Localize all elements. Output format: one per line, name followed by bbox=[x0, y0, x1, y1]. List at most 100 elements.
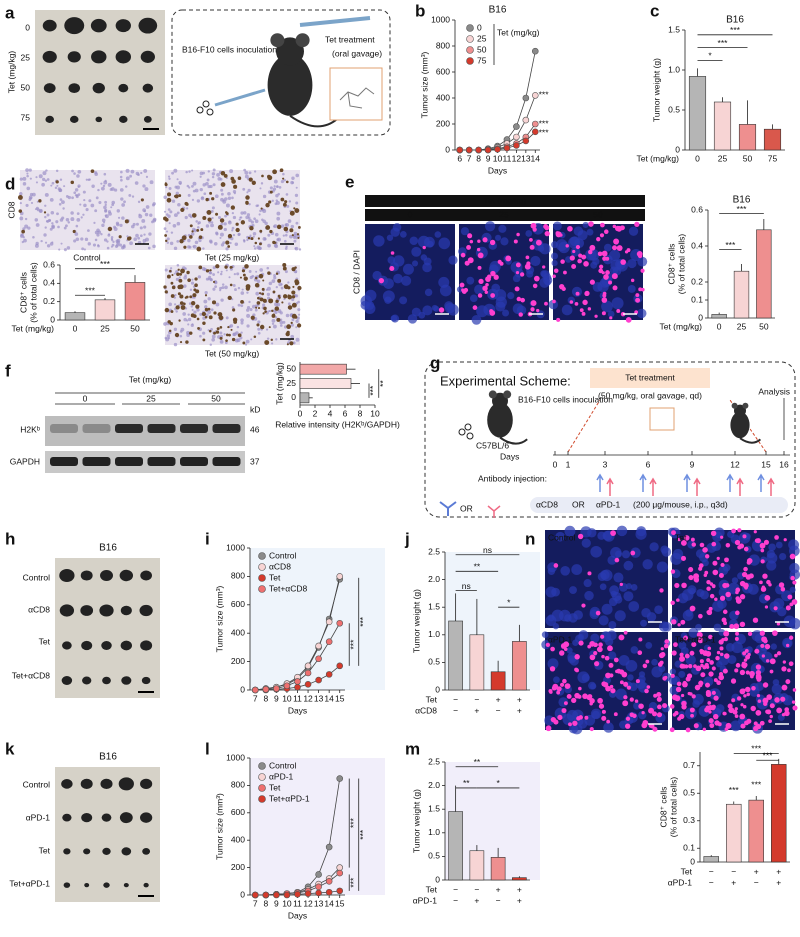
cd8-cell bbox=[769, 669, 774, 674]
tumor bbox=[143, 882, 149, 888]
cd8-stain bbox=[202, 321, 206, 325]
y-tick-label: 2.0 bbox=[428, 780, 440, 790]
nucleus bbox=[232, 283, 236, 287]
tumor bbox=[69, 115, 79, 123]
plot-background bbox=[250, 548, 385, 690]
data-point bbox=[336, 864, 344, 871]
cd8-cell bbox=[760, 548, 765, 553]
nucleus bbox=[402, 263, 414, 275]
nucleus bbox=[202, 183, 206, 187]
tumor bbox=[140, 50, 155, 63]
cd8-cell bbox=[740, 703, 744, 707]
cd8-cell bbox=[572, 720, 578, 726]
cd8-stain bbox=[179, 272, 183, 276]
nucleus bbox=[599, 583, 607, 591]
nucleus bbox=[777, 607, 787, 617]
nucleus bbox=[411, 246, 422, 257]
header: Tet (mg/kg) bbox=[129, 374, 172, 384]
tumor bbox=[62, 813, 72, 822]
cd8-cell bbox=[727, 703, 733, 709]
cd8-stain bbox=[224, 265, 228, 269]
y-tick-label: 0 bbox=[240, 684, 245, 694]
legend-label: 75 bbox=[477, 55, 487, 65]
cd8-stain bbox=[272, 169, 277, 175]
panel-letter: e bbox=[345, 172, 354, 191]
cd8-cell bbox=[601, 654, 605, 659]
data-point bbox=[336, 662, 344, 670]
cd8-cell bbox=[766, 694, 773, 700]
cd8-cell bbox=[612, 224, 617, 229]
nucleus bbox=[179, 334, 183, 338]
tumor bbox=[81, 812, 93, 823]
bar bbox=[469, 850, 485, 881]
cd8-cell bbox=[705, 705, 711, 711]
cd8-stain bbox=[207, 307, 211, 311]
cd8-stain bbox=[291, 295, 296, 299]
nucleus bbox=[275, 185, 279, 189]
cd8-cell bbox=[725, 591, 731, 598]
mouse-head bbox=[734, 404, 746, 417]
nucleus bbox=[262, 219, 266, 224]
nucleus bbox=[223, 222, 227, 226]
nucleus bbox=[19, 201, 22, 205]
nucleus bbox=[507, 292, 515, 300]
nucleus bbox=[604, 637, 614, 646]
nucleus bbox=[502, 309, 510, 317]
cd8-cell bbox=[618, 634, 625, 641]
cd8-cell bbox=[702, 547, 708, 553]
cd8-cell bbox=[689, 707, 695, 713]
nucleus bbox=[19, 216, 24, 221]
nucleus bbox=[399, 230, 407, 238]
nucleus bbox=[585, 249, 597, 261]
nucleus bbox=[23, 238, 27, 243]
nucleus bbox=[248, 202, 251, 206]
panel-letter: n bbox=[525, 529, 535, 548]
nucleus bbox=[231, 226, 235, 230]
nucleus bbox=[646, 612, 657, 622]
cd8-stain bbox=[239, 276, 242, 279]
cd8-cell bbox=[757, 699, 762, 703]
nucleus bbox=[229, 324, 234, 328]
nucleus bbox=[138, 213, 141, 216]
nucleus bbox=[530, 255, 541, 267]
nucleus bbox=[135, 171, 140, 176]
cd8-cell bbox=[792, 688, 797, 692]
nucleus bbox=[34, 218, 39, 222]
nucleus bbox=[597, 531, 606, 540]
cd8-stain bbox=[166, 197, 172, 203]
nucleus bbox=[59, 218, 64, 222]
cd8-cell bbox=[624, 250, 629, 254]
y-axis-label: CD8⁺ cells bbox=[658, 787, 668, 828]
nucleus bbox=[412, 260, 419, 267]
nucleus bbox=[166, 334, 171, 338]
nucleus bbox=[104, 214, 107, 217]
nucleus bbox=[100, 186, 105, 191]
row-label: Control bbox=[23, 779, 51, 789]
nucleus bbox=[290, 224, 295, 229]
nucleus bbox=[551, 259, 558, 267]
nucleus bbox=[570, 246, 581, 257]
nucleus bbox=[203, 299, 208, 304]
nucleus bbox=[25, 168, 29, 172]
cd8-cell bbox=[669, 704, 675, 709]
legend-marker bbox=[258, 784, 266, 792]
cd8-cell bbox=[482, 285, 488, 292]
nucleus bbox=[196, 199, 201, 203]
y-tick-label: 0 bbox=[675, 144, 680, 154]
nucleus bbox=[219, 331, 223, 335]
nucleus bbox=[630, 583, 638, 591]
cd8-cell bbox=[611, 273, 618, 280]
nucleus bbox=[143, 225, 147, 229]
significance: *** bbox=[100, 259, 111, 269]
cd8-cell bbox=[597, 251, 603, 257]
cd8-cell bbox=[671, 694, 678, 701]
x-tick-label: 25 bbox=[100, 323, 110, 333]
row-label: 50 bbox=[21, 82, 31, 92]
significance: *** bbox=[539, 90, 550, 100]
nucleus bbox=[163, 195, 167, 199]
cd8-cell bbox=[555, 231, 560, 236]
day-label: 9 bbox=[690, 459, 695, 469]
cd8-stain bbox=[274, 306, 280, 311]
nucleus bbox=[253, 247, 257, 250]
cd8-stain bbox=[179, 294, 184, 299]
